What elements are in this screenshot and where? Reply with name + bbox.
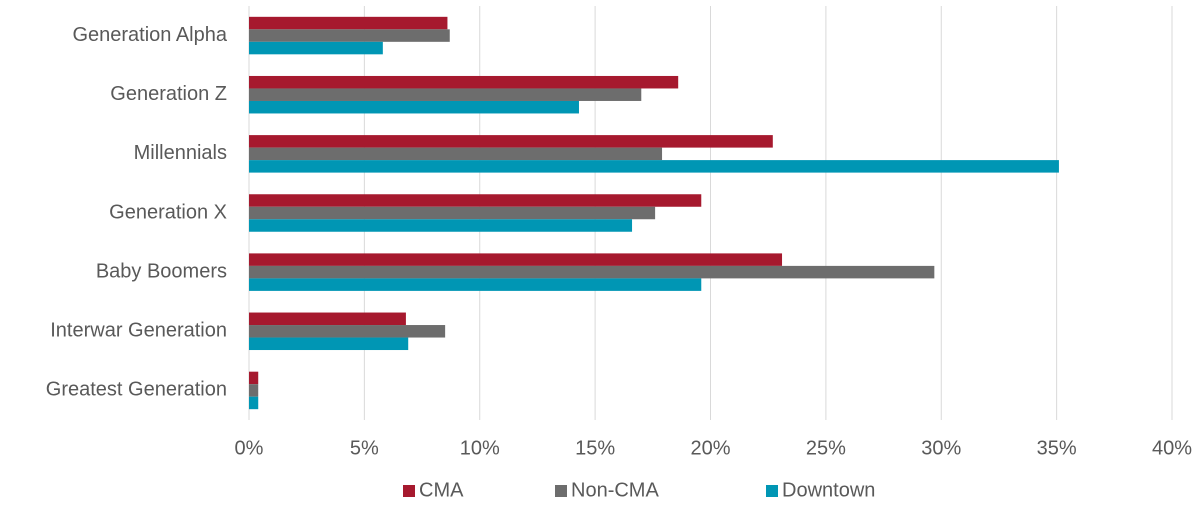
bar — [249, 206, 656, 220]
bar — [249, 16, 448, 30]
bar — [249, 337, 409, 351]
y-tick-label: Generation X — [109, 201, 227, 223]
bar — [249, 265, 935, 279]
bar — [249, 135, 773, 148]
bar — [249, 219, 633, 232]
y-tick-label: Generation Alpha — [72, 24, 227, 46]
x-tick-label: 0% — [235, 437, 264, 459]
bar — [249, 384, 259, 397]
y-tick-label: Generation Z — [110, 83, 227, 105]
y-tick-label: Millennials — [134, 142, 227, 164]
bar — [249, 160, 1059, 173]
y-tick-label: Baby Boomers — [96, 260, 227, 282]
bar — [249, 312, 406, 326]
x-tick-label: 15% — [575, 437, 615, 459]
bar — [249, 371, 259, 385]
y-tick-label: Interwar Generation — [50, 320, 227, 342]
legend-label: CMA — [419, 479, 464, 501]
bar — [249, 29, 450, 42]
x-tick-label: 5% — [350, 437, 379, 459]
x-tick-label: 40% — [1152, 437, 1192, 459]
bar — [249, 147, 663, 161]
y-tick-label: Greatest Generation — [46, 379, 227, 401]
legend-label: Non-CMA — [571, 479, 659, 501]
bar — [249, 278, 702, 291]
legend-swatch — [403, 485, 415, 497]
x-tick-label: 10% — [460, 437, 500, 459]
bar — [249, 253, 783, 266]
bar — [249, 88, 642, 101]
x-tick-label: 35% — [1037, 437, 1077, 459]
bar — [249, 100, 579, 114]
bar — [249, 194, 702, 207]
legend-swatch — [555, 485, 567, 497]
legend-label: Downtown — [782, 479, 875, 501]
bar — [249, 75, 679, 89]
bar — [249, 396, 259, 410]
x-tick-label: 30% — [921, 437, 961, 459]
legend-swatch — [766, 485, 778, 497]
bar — [249, 325, 446, 338]
bar — [249, 41, 383, 55]
x-tick-label: 25% — [806, 437, 846, 459]
x-tick-label: 20% — [690, 437, 730, 459]
